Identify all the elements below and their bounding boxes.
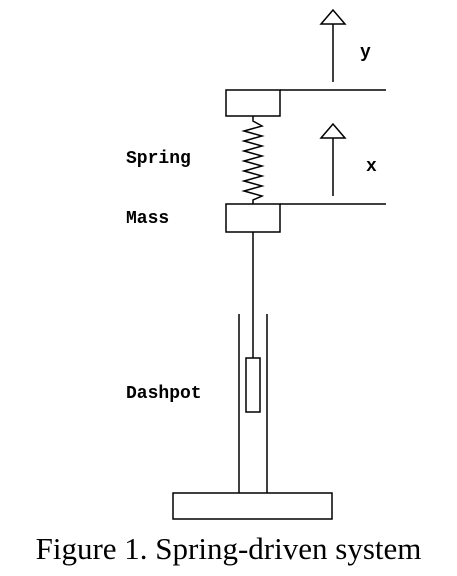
mass-label: Mass xyxy=(126,209,170,229)
x-label: x xyxy=(366,157,377,177)
y-label: y xyxy=(360,43,371,63)
y-arrow-head xyxy=(319,8,347,25)
figure-caption: Figure 1. Spring-driven system xyxy=(35,531,422,566)
mass-block xyxy=(225,203,281,233)
spring-coil xyxy=(241,116,265,204)
ground-base xyxy=(172,492,333,520)
x-arrow-head xyxy=(319,122,347,139)
dashpot-label: Dashpot xyxy=(126,384,202,404)
top-block xyxy=(225,89,281,117)
dashpot-piston xyxy=(245,357,261,413)
spring-label: Spring xyxy=(126,149,191,169)
